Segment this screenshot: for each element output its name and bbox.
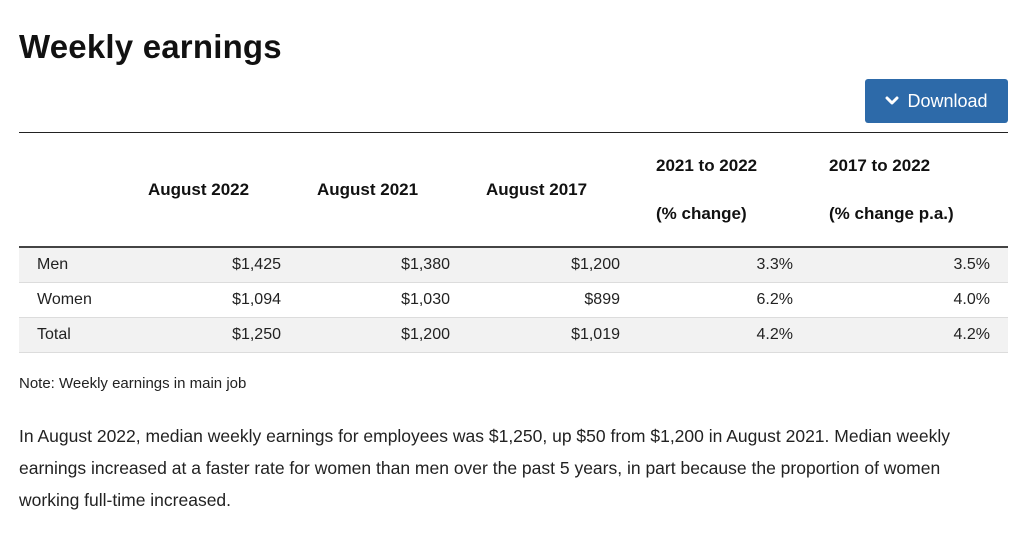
header-subtext: (% change) [656, 203, 747, 223]
table-cell: 3.3% [638, 247, 811, 283]
table-cell: 4.0% [811, 282, 1008, 318]
table-row: Total $1,250 $1,200 $1,019 4.2% 4.2% [19, 317, 1008, 353]
header-change-2021-2022: 2021 to 2022 (% change) [638, 133, 811, 248]
header-text: 2021 to 2022 [656, 155, 758, 175]
download-button-label: Download [907, 90, 988, 111]
header-text: August 2021 [317, 179, 419, 199]
summary-paragraph: In August 2022, median weekly earnings f… [19, 426, 951, 510]
header-change-2017-2022: 2017 to 2022 (% change p.a.) [811, 133, 1008, 248]
table-cell: 6.2% [638, 282, 811, 318]
table-cell: 4.2% [811, 317, 1008, 353]
header-subtext: (% change p.a.) [829, 203, 954, 223]
table-header-row: August 2022 August 2021 August 2017 2021… [19, 132, 1008, 248]
row-label: Men [19, 247, 129, 283]
table-cell: $1,200 [299, 317, 468, 353]
header-text: August 2022 [148, 179, 250, 199]
row-label: Total [19, 317, 129, 353]
table-row: Women $1,094 $1,030 $899 6.2% 4.0% [19, 282, 1008, 318]
table-cell: $1,250 [129, 317, 299, 353]
table-cell: $1,425 [129, 247, 299, 283]
table-cell: $1,094 [129, 282, 299, 318]
header-august-2017: August 2017 [468, 133, 638, 248]
header-row-label [19, 133, 129, 248]
table-cell: $1,200 [468, 247, 638, 283]
header-text: August 2017 [486, 179, 588, 199]
earnings-table: August 2022 August 2021 August 2017 2021… [19, 132, 1008, 353]
page-title: Weekly earnings [19, 28, 282, 65]
header-august-2021: August 2021 [299, 133, 468, 248]
table-cell: 3.5% [811, 247, 1008, 283]
table-cell: $1,380 [299, 247, 468, 283]
earnings-table-container: August 2022 August 2021 August 2017 2021… [19, 132, 1008, 353]
table-note: Note: Weekly earnings in main job [19, 375, 247, 392]
row-label: Women [19, 282, 129, 318]
table-row: Men $1,425 $1,380 $1,200 3.3% 3.5% [19, 247, 1008, 283]
table-cell: $899 [468, 282, 638, 318]
header-text: 2017 to 2022 [829, 155, 931, 175]
table-cell: 4.2% [638, 317, 811, 353]
header-august-2022: August 2022 [129, 133, 299, 248]
table-cell: $1,019 [468, 317, 638, 353]
table-cell: $1,030 [299, 282, 468, 318]
download-button[interactable]: Download [865, 79, 1008, 123]
chevron-down-icon [885, 96, 899, 106]
